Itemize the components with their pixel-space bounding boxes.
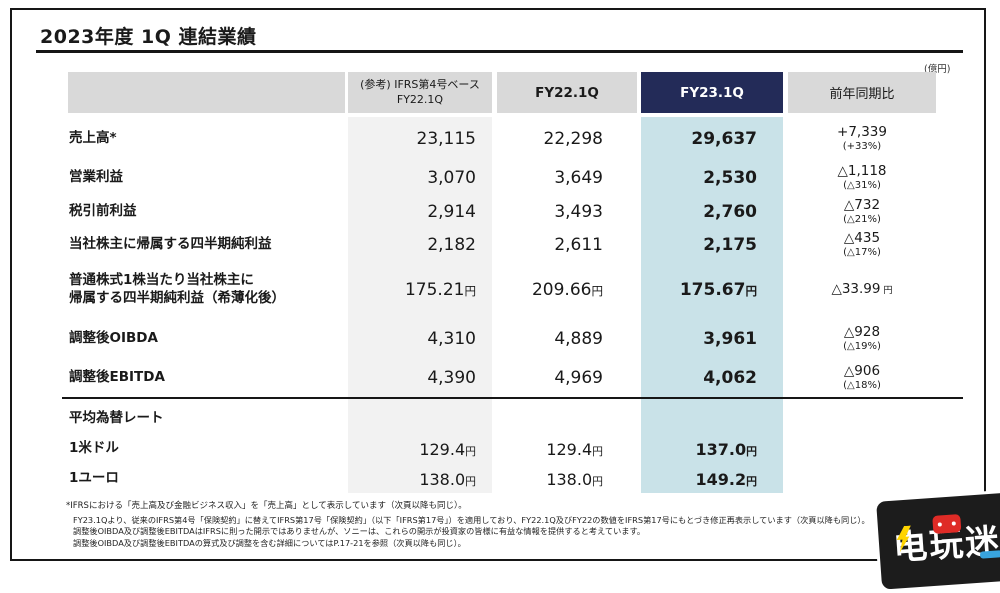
cell-yoy: △435 (△17%) bbox=[843, 230, 881, 258]
row-label: 調整後OIBDA bbox=[69, 329, 158, 346]
cell-yoy: +7,339 (+33%) bbox=[837, 123, 887, 152]
cell-ref: 2,914 bbox=[427, 202, 476, 222]
table-row-income-before-taxes: 税引前利益 2,914 3,493 2,760 △732 (△21%) bbox=[68, 196, 936, 228]
header-cell-yoy: 前年同期比 bbox=[788, 72, 936, 113]
cell-ref: 3,070 bbox=[427, 168, 476, 188]
row-label: 税引前利益 bbox=[69, 203, 137, 220]
table-row-adjusted-ebitda: 調整後EBITDA 4,390 4,969 4,062 △906 (△18%) bbox=[68, 359, 936, 396]
cell-fy23: 149.2円 bbox=[695, 469, 757, 489]
row-label: 調整後EBITDA bbox=[69, 368, 165, 385]
title-underline bbox=[36, 50, 963, 53]
cell-yoy: △732 (△21%) bbox=[843, 197, 881, 225]
cell-yoy: △33.99 円 bbox=[831, 281, 893, 298]
cell-ref: 4,310 bbox=[427, 328, 476, 349]
row-label: 営業利益 bbox=[69, 169, 123, 186]
gamepad-icon bbox=[932, 514, 962, 534]
cell-fy23: 175.67円 bbox=[679, 280, 757, 300]
table-row-eps-diluted: 普通株式1株当たり当社株主に 帰属する四半期純利益（希薄化後） 175.21円 … bbox=[68, 262, 936, 318]
header-reference-line1: (参考) IFRS第4号ベース bbox=[360, 78, 480, 92]
slide-border bbox=[10, 8, 986, 561]
cell-ref: 175.21円 bbox=[404, 280, 476, 300]
cell-yoy: △1,118 (△31%) bbox=[837, 163, 887, 191]
row-label: 1米ドル bbox=[69, 440, 119, 457]
table-row-operating-income: 営業利益 3,070 3,649 2,530 △1,118 (△31%) bbox=[68, 160, 936, 196]
cell-fy23: 3,961 bbox=[703, 328, 757, 349]
cell-fy23: 2,175 bbox=[703, 235, 757, 255]
table-row-adjusted-oibda: 調整後OIBDA 4,310 4,889 3,961 △928 (△19%) bbox=[68, 318, 936, 359]
page-title: 2023年度 1Q 連結業績 bbox=[40, 26, 257, 48]
table-row-eur-rate: 1ユーロ 138.0円 138.0円 149.2円 bbox=[68, 464, 936, 494]
row-label: 当社株主に帰属する四半期純利益 bbox=[69, 236, 272, 253]
cell-fy22: 209.66円 bbox=[531, 280, 603, 300]
column-band-reference bbox=[348, 117, 492, 493]
table-row-sales: 売上高* 23,115 22,298 29,637 +7,339 (+33%) bbox=[68, 117, 936, 160]
fx-section-header-row: 平均為替レート bbox=[68, 404, 936, 434]
row-label: 1ユーロ bbox=[69, 470, 119, 487]
cell-ref: 129.4円 bbox=[419, 439, 476, 459]
cell-fy22: 3,493 bbox=[554, 202, 603, 222]
footnote-non-ifrs: 調整後OIBDA及び調整後EBITDAはIFRSに則った開示ではありませんが、ソ… bbox=[73, 526, 646, 537]
row-label: 売上高* bbox=[69, 129, 117, 146]
cell-fy22: 2,611 bbox=[554, 235, 603, 255]
cell-ref: 138.0円 bbox=[419, 469, 476, 489]
footnote-reference-pages: 調整後OIBDA及び調整後EBITDAの算式及び調整を含む詳細についてはP.17… bbox=[73, 537, 466, 548]
cell-ref: 23,115 bbox=[416, 128, 476, 149]
table-row-net-income: 当社株主に帰属する四半期純利益 2,182 2,611 2,175 △435 (△… bbox=[68, 228, 936, 262]
cell-ref: 4,390 bbox=[427, 367, 476, 388]
table-row-usd-rate: 1米ドル 129.4円 129.4円 137.0円 bbox=[68, 434, 936, 464]
cell-fy22: 3,649 bbox=[554, 168, 603, 188]
watermark-logo: 电玩迷 bbox=[872, 489, 1000, 593]
footnote-ifrs17: FY23.1Qより、従来のIFRS第4号「保険契約」に替えてIFRS第17号「保… bbox=[73, 515, 870, 525]
unit-note: (億円) bbox=[924, 64, 951, 75]
cell-fy23: 29,637 bbox=[691, 128, 757, 149]
section-divider-rule bbox=[62, 397, 963, 399]
results-table-body: 売上高* 23,115 22,298 29,637 +7,339 (+33%) 営… bbox=[68, 117, 936, 494]
fx-section-label: 平均為替レート bbox=[69, 410, 164, 427]
header-cell-fy23: FY23.1Q bbox=[641, 72, 783, 113]
cell-yoy: △906 (△18%) bbox=[843, 362, 881, 391]
footnote-sales-definition: *IFRSにおける「売上高及び金融ビジネス収入」を「売上高」として表示しています… bbox=[66, 501, 467, 511]
footnote-block: FY23.1Qより、従来のIFRS第4号「保険契約」に替えてIFRS第17号「保… bbox=[73, 515, 870, 549]
header-cell-fy22: FY22.1Q bbox=[497, 72, 637, 113]
cell-fy23: 2,530 bbox=[703, 168, 757, 188]
header-cell-row-labels bbox=[68, 72, 345, 113]
column-band-fy23 bbox=[641, 117, 783, 493]
header-reference-line2: FY22.1Q bbox=[396, 92, 444, 106]
cell-fy22: 4,889 bbox=[554, 328, 603, 349]
header-cell-reference: (参考) IFRS第4号ベース FY22.1Q bbox=[348, 72, 492, 113]
cell-yoy: △928 (△19%) bbox=[843, 323, 881, 352]
row-label: 普通株式1株当たり当社株主に 帰属する四半期純利益（希薄化後） bbox=[69, 272, 285, 306]
cell-fy23: 137.0円 bbox=[695, 439, 757, 459]
cell-ref: 2,182 bbox=[427, 235, 476, 255]
cell-fy23: 4,062 bbox=[703, 367, 757, 388]
cell-fy22: 129.4円 bbox=[546, 439, 603, 459]
cell-fy23: 2,760 bbox=[703, 202, 757, 222]
cell-fy22: 138.0円 bbox=[546, 469, 603, 489]
cell-fy22: 22,298 bbox=[543, 128, 603, 149]
visor-icon bbox=[979, 550, 1000, 559]
cell-fy22: 4,969 bbox=[554, 367, 603, 388]
